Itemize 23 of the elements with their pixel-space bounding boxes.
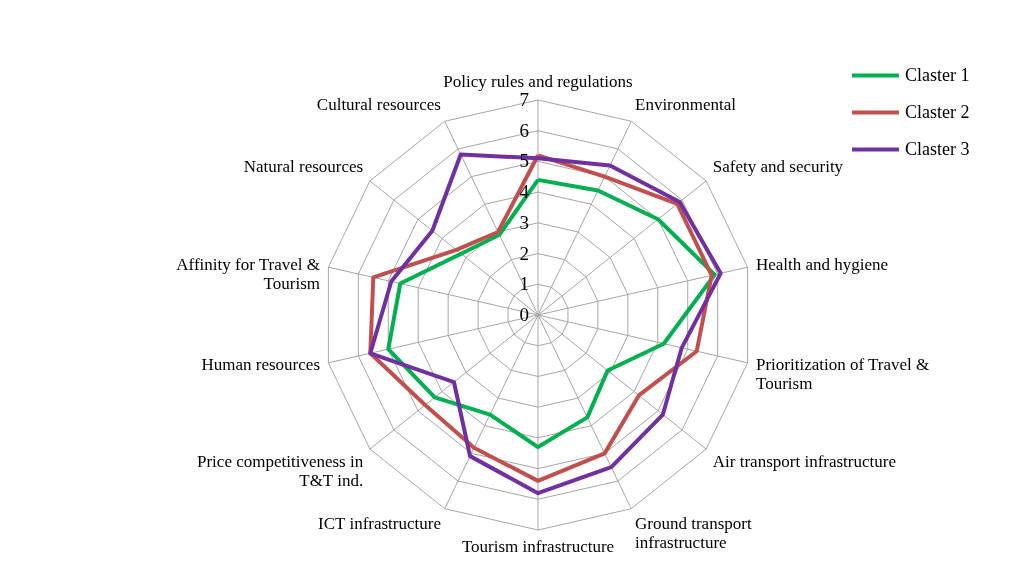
y-tick-label: 6 xyxy=(519,119,529,141)
legend-label: Claster 1 xyxy=(905,64,970,85)
legend-label: Claster 3 xyxy=(905,138,970,159)
spoke-label: Environmental xyxy=(635,94,737,114)
spoke-label: Safety and security xyxy=(712,156,844,176)
spoke-label: Tourism infrastructure xyxy=(461,536,615,556)
spoke-label: Air transport infrastructure xyxy=(712,452,896,472)
spoke-label: Human resources xyxy=(201,354,321,374)
y-tick-label: 2 xyxy=(519,242,529,264)
spoke-label: Health and hygiene xyxy=(755,255,889,275)
spoke-label: Ground transport infrastructure xyxy=(635,514,752,553)
spoke-label: Natural resources xyxy=(243,156,364,176)
spoke-label: Cultural resources xyxy=(316,94,441,114)
y-tick-label: 0 xyxy=(519,304,529,325)
legend-label: Claster 2 xyxy=(905,101,970,122)
spoke-label: Price competitiveness in T&T ind. xyxy=(196,452,364,491)
spoke-label: Affinity for Travel & Tourism xyxy=(176,255,321,294)
spoke-label: Policy rules and regulations xyxy=(443,72,633,92)
spoke-label: Prioritization of Travel & Tourism xyxy=(755,354,930,393)
y-tick-label: 7 xyxy=(519,89,529,110)
y-tick-label: 3 xyxy=(519,211,529,233)
y-tick-label: 1 xyxy=(519,273,529,295)
spoke-label: ICT infrastructure xyxy=(318,514,441,534)
